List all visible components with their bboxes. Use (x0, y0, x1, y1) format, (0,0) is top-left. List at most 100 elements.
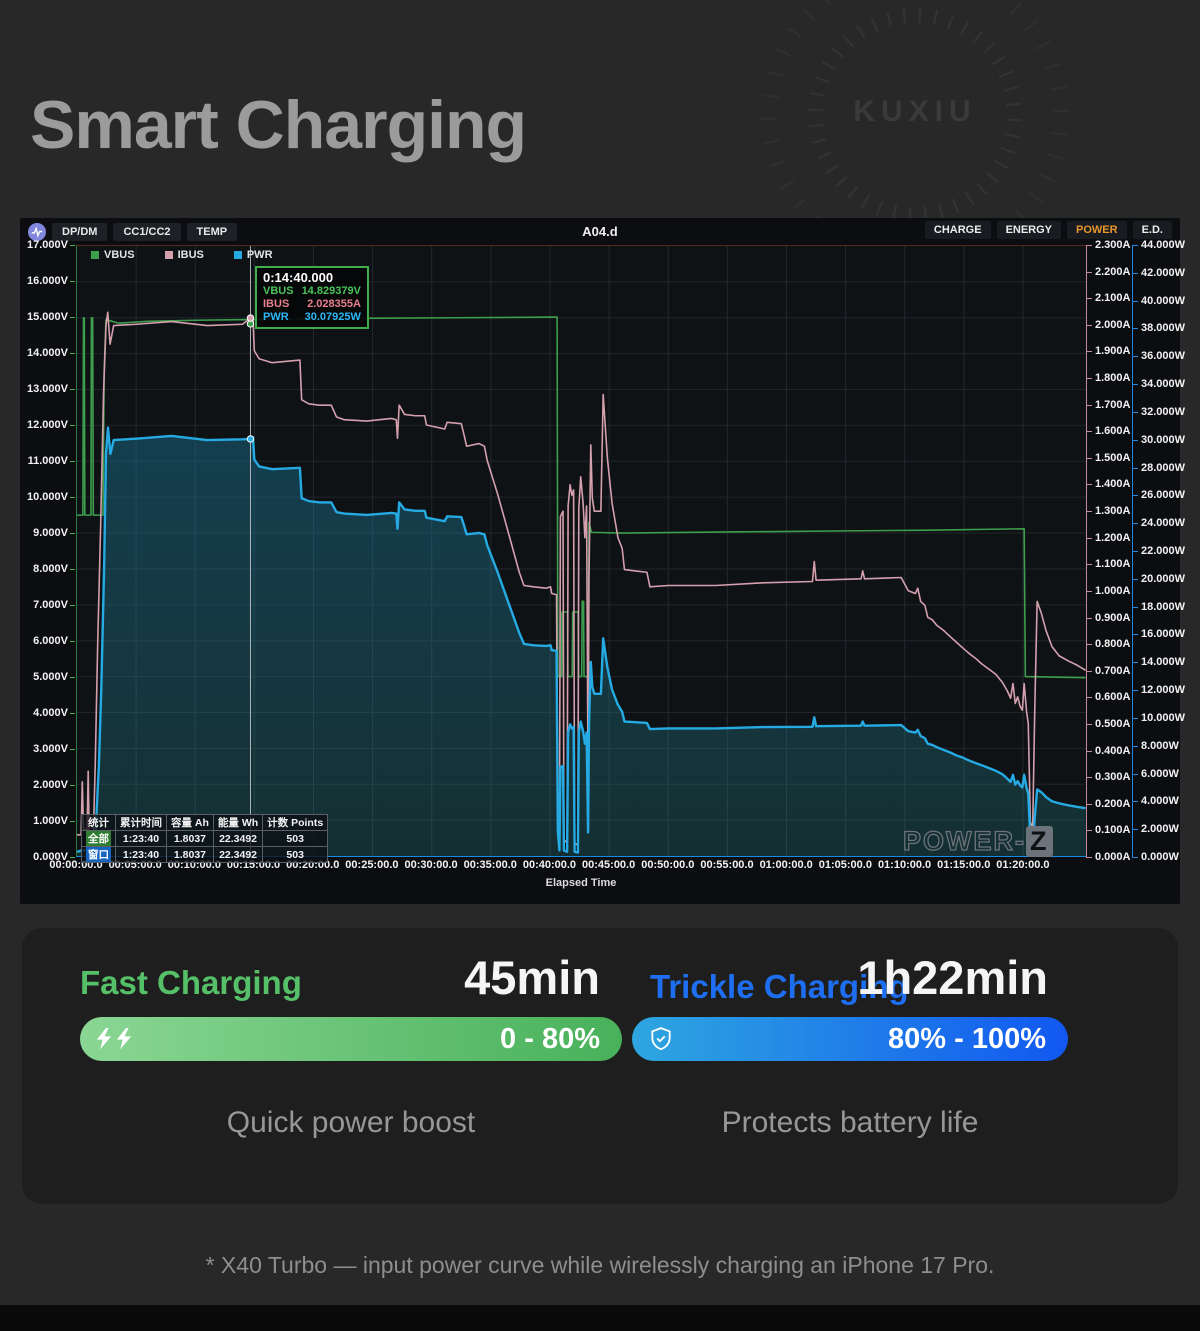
wlabels-tick-label: 32.000W (1141, 405, 1186, 418)
x-tick-label: 00:25:00.0 (345, 859, 399, 871)
legend-swatch-ibus (164, 251, 173, 259)
axis-tick (70, 425, 75, 426)
axis-tick (1087, 511, 1092, 513)
stats-cell: 503 (262, 846, 329, 863)
fast-charging-pill: 0 - 80% (80, 1017, 622, 1061)
tab-temp[interactable]: TEMP (186, 222, 238, 241)
app-wave-icon[interactable] (28, 222, 46, 241)
stats-row: 窗口 1:23:40 1.8037 22.3492 503 (81, 846, 329, 863)
wlabels-tick-label: 16.000W (1141, 628, 1186, 641)
tab-cc1-cc2[interactable]: CC1/CC2 (113, 222, 181, 241)
axis-tick (1087, 670, 1092, 672)
tooltip-ibus-label: IBUS (263, 298, 290, 310)
axis-tick (70, 641, 75, 642)
axis-tick (1133, 523, 1138, 525)
brand-watermark: KUXIU (853, 95, 977, 128)
legend-swatch-pwr (233, 251, 242, 259)
axis-tick (70, 857, 75, 858)
stats-header: 容量 Ah (166, 814, 214, 831)
legend-item-pwr[interactable]: PWR (233, 249, 273, 261)
axis-tick (1133, 384, 1138, 386)
stats-cell: 1:23:40 (115, 846, 167, 863)
alabels-tick-label: 0.600A (1095, 691, 1131, 704)
axis-tick (1087, 803, 1092, 805)
axis-tick (1133, 356, 1138, 358)
axis-tick (1133, 272, 1138, 274)
axis-tick (70, 281, 75, 282)
axis-tick (1087, 378, 1092, 380)
alabels-tick-label: 0.300A (1095, 771, 1131, 784)
wlabels-tick-label: 12.000W (1141, 684, 1186, 697)
x-tick-label: 00:30:00.0 (404, 859, 458, 871)
x-tick-label: 01:20:00.0 (996, 859, 1050, 871)
chart-legend: VBUS IBUS PWR (91, 249, 273, 261)
tab-dp-dm[interactable]: DP/DM (52, 222, 108, 241)
view-button-e-d[interactable]: E.D. (1132, 221, 1172, 239)
legend-label: PWR (246, 249, 273, 261)
tooltip-time: 0:14:40.000 (263, 270, 334, 285)
axis-tick (70, 461, 75, 462)
axis-tick (70, 245, 75, 246)
legend-item-ibus[interactable]: IBUS (164, 249, 204, 261)
stats-header: 计数 Points (262, 814, 329, 831)
axis-tick (1133, 773, 1138, 775)
wlabels-tick-label: 22.000W (1141, 545, 1186, 557)
vlabels-tick-label: 1.000V (33, 815, 68, 827)
vlabels-tick-label: 4.000V (33, 707, 68, 719)
stats-row-badge: 全部 (86, 831, 111, 846)
axis-tick (70, 389, 75, 390)
stats-row: 全部 1:23:40 1.8037 22.3492 503 (81, 830, 329, 847)
axis-tick (1133, 634, 1138, 636)
alabels-tick-label: 0.700A (1095, 664, 1131, 677)
shield-check-icon (648, 1026, 674, 1052)
alabels-tick-label: 2.100A (1095, 292, 1131, 305)
axis-tick (1087, 590, 1092, 592)
stats-cell: 1.8037 (166, 846, 214, 863)
trickle-charging-title: Trickle Charging (650, 968, 909, 1005)
legend-item-vbus[interactable]: VBUS (91, 249, 135, 261)
vlabels-tick-label: 2.000V (33, 779, 68, 791)
alabels-tick-label: 1.400A (1095, 478, 1131, 491)
vlabels-tick-label: 3.000V (33, 743, 68, 755)
view-button-charge[interactable]: CHARGE (924, 221, 991, 239)
power-axis: 44.000W 42.000W 40.000W 38.000W 36.000W 34.00… (1132, 239, 1185, 863)
stats-cell: 1.8037 (166, 830, 214, 847)
axis-tick (1133, 467, 1138, 469)
x-tick-label: 01:10:00.0 (877, 859, 932, 871)
fast-charging-time: 45min (464, 951, 600, 1004)
legend-label: IBUS (177, 249, 204, 261)
vlabels-tick-label: 5.000V (33, 671, 68, 683)
axis-tick (70, 713, 75, 714)
axis-tick (1133, 551, 1138, 552)
wlabels-tick-label: 30.000W (1141, 433, 1186, 446)
x-tick-label: 00:55:00.0 (700, 859, 754, 871)
axis-tick (70, 317, 75, 318)
stats-row-badge: 窗口 (86, 847, 111, 862)
axis-tick (70, 821, 75, 822)
stats-cell: 22.3492 (212, 846, 264, 863)
window-title: A04.d (582, 224, 618, 239)
vlabels-tick-label: 12.000V (27, 419, 68, 431)
vlabels-tick-label: 15.000V (27, 311, 68, 323)
axis-tick (1087, 324, 1092, 326)
axis-tick (1133, 801, 1138, 803)
view-button-power[interactable]: POWER (1067, 221, 1127, 239)
alabels-tick-label: 1.000A (1095, 584, 1131, 597)
axis-tick (70, 677, 75, 678)
axis-tick (1133, 662, 1138, 664)
alabels-tick-label: 1.300A (1095, 505, 1131, 518)
trickle-charging-pill: 80% - 100% (632, 1017, 1068, 1061)
vlabels-tick-label: 0.000V (33, 851, 68, 863)
alabels-tick-label: 1.100A (1095, 558, 1131, 571)
x-tick-label: 00:35:00.0 (463, 859, 517, 871)
wlabels-tick-label: 44.000W (1141, 239, 1186, 251)
view-button-energy[interactable]: ENERGY (996, 221, 1062, 239)
vlabels-tick-label: 6.000V (33, 635, 68, 647)
vlabels-tick-label: 7.000V (33, 599, 68, 611)
stats-header: 统计 (81, 814, 116, 831)
axis-tick (1087, 564, 1092, 566)
power-curve-plot[interactable]: VBUS IBUS PWR 0:14:40.000 VBUS 14.829379V I… (76, 245, 1086, 863)
wlabels-tick-label: 38.000W (1141, 322, 1186, 335)
alabels-tick-label: 0.200A (1095, 797, 1131, 810)
tooltip-pwr-value: 30.07925W (304, 311, 361, 323)
